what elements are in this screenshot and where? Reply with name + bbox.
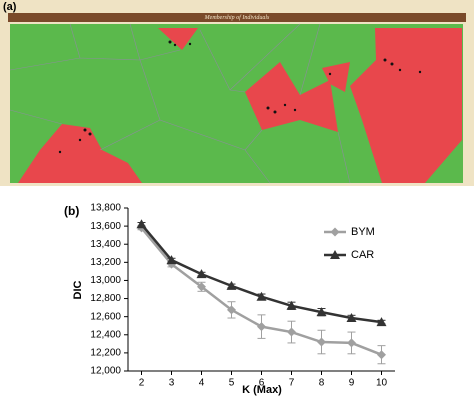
point-marker [166, 255, 177, 265]
point [168, 40, 172, 44]
point-marker [287, 327, 296, 337]
point-marker [196, 269, 207, 279]
panel-label: (a) [3, 1, 17, 13]
point [273, 110, 277, 114]
legend-label: CAR [351, 249, 374, 261]
point [188, 42, 192, 46]
cluster-regions [18, 28, 462, 183]
y-tick-label: 13,000 [90, 275, 121, 286]
x-tick-label: 4 [199, 378, 205, 389]
point-marker [226, 280, 237, 290]
x-tick-label: 7 [289, 378, 295, 389]
point [283, 103, 287, 107]
x-tick-label: 9 [349, 378, 355, 389]
y-tick-label: 12,800 [90, 293, 121, 304]
plot: 12,000 12,200 12,400 12,600 12,800 13,000 13,2… [90, 203, 395, 389]
point [293, 108, 297, 112]
region [245, 62, 338, 132]
legend-marker [330, 227, 340, 237]
y-tick-label: 13,600 [90, 221, 121, 232]
point [78, 138, 82, 142]
y-tick-label: 13,400 [90, 239, 121, 250]
x-tick-label: 3 [169, 378, 175, 389]
y-tick-label: 12,200 [90, 348, 121, 359]
legend-marker [330, 250, 340, 259]
x-tick-label: 8 [319, 378, 325, 389]
y-tick-label: 12,000 [90, 366, 121, 377]
point-marker [317, 337, 326, 347]
point [418, 70, 422, 74]
region [158, 28, 198, 50]
y-tick-label: 13,200 [90, 257, 121, 268]
point [398, 68, 402, 72]
point-marker [197, 282, 206, 292]
point-marker [346, 313, 357, 323]
y-tick-label: 12,400 [90, 329, 121, 340]
point [88, 132, 92, 136]
y-axis-label: DIC [72, 280, 84, 299]
panel-label: (b) [64, 204, 79, 218]
point-marker [136, 219, 147, 229]
voronoi-edges [9, 23, 351, 184]
title-bar [8, 13, 466, 22]
edge [9, 23, 351, 184]
individual-points [58, 40, 422, 154]
region [350, 28, 462, 183]
point [173, 43, 177, 47]
legend-label: BYM [351, 226, 375, 238]
point [383, 58, 387, 62]
point-marker [257, 322, 266, 332]
point-marker [377, 350, 386, 360]
x-tick-label: 10 [376, 378, 388, 389]
y-tick-label: 13,800 [90, 203, 121, 214]
panel-a: (a) Membership of Individuals [0, 0, 474, 186]
point [328, 72, 332, 76]
point [58, 150, 62, 154]
x-tick-label: 6 [259, 378, 265, 389]
y-tick-label: 12,600 [90, 311, 121, 322]
x-axis-label: K (Max) [242, 384, 282, 396]
region [18, 124, 142, 183]
map-title: Membership of Individuals [204, 14, 270, 21]
region [322, 62, 350, 92]
x-tick-label: 2 [139, 378, 145, 389]
point-marker [376, 317, 387, 327]
point [266, 106, 270, 110]
point-marker [256, 291, 267, 301]
series-line [140, 223, 382, 324]
point-marker [347, 338, 356, 348]
point-marker [316, 307, 327, 317]
x-tick-label: 5 [229, 378, 235, 389]
point-marker [286, 300, 297, 310]
point [390, 62, 394, 66]
point-marker [227, 305, 236, 315]
point [83, 128, 87, 132]
